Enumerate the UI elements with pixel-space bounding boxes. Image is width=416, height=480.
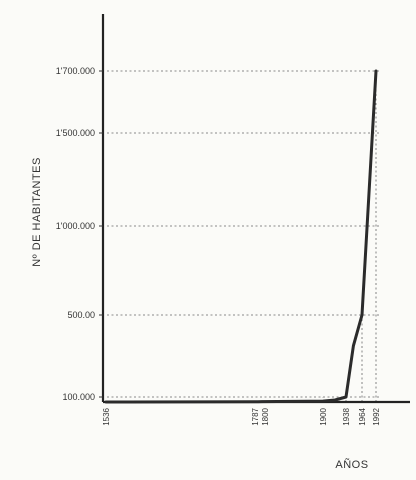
y-tick-label: 1'700.000: [56, 66, 95, 76]
y-tick-label: 1'500.000: [56, 128, 95, 138]
y-axis-title: Nº DE HABITANTES: [31, 157, 43, 267]
y-tick-label: 500.00: [67, 310, 95, 320]
x-tick-label: 1800: [261, 407, 270, 425]
reference-guides: [107, 70, 380, 402]
x-tick-label: 1938: [342, 407, 351, 425]
axes: [101, 14, 410, 404]
tick-labels: 100.000 500.00 1'000.000 1'500.000 1'700.000…: [56, 66, 381, 426]
x-tick-label: 1787: [251, 407, 260, 425]
y-tick-label: 1'000.000: [56, 221, 95, 231]
x-tick-label: 1536: [102, 407, 111, 425]
y-tick-label: 100.000: [62, 392, 95, 402]
population-line: [104, 69, 378, 404]
x-tick-label: 1900: [319, 407, 328, 425]
x-axis-title: AÑOS: [335, 458, 368, 471]
x-tick-label: 1964: [358, 407, 367, 425]
x-tick-label: 1992: [372, 407, 381, 425]
